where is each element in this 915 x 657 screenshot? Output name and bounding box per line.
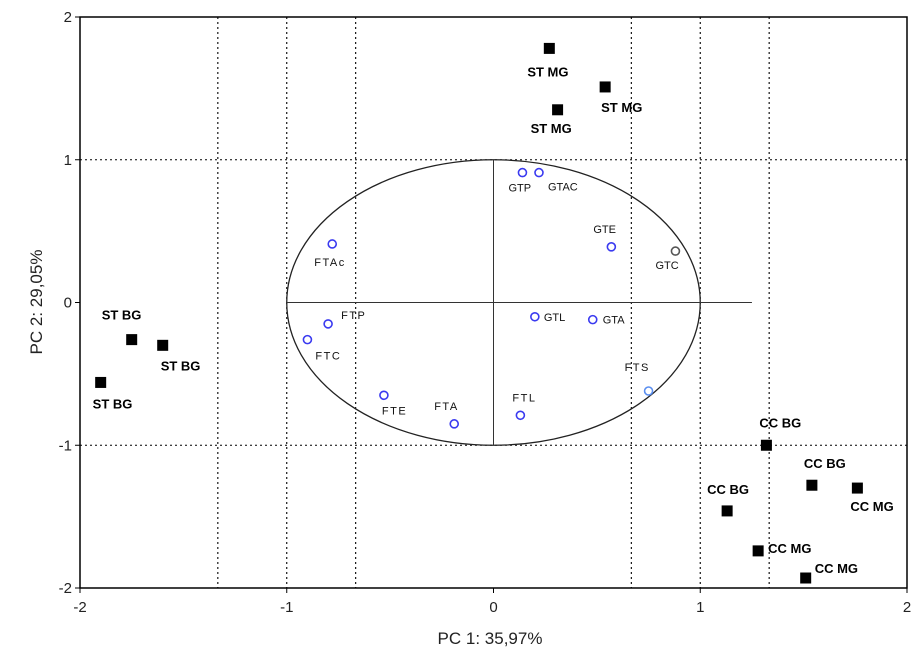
- loading-point-marker: [327, 239, 338, 249]
- score-point-marker: [95, 376, 107, 388]
- score-point-marker: [806, 479, 818, 491]
- y-tick-label: 2: [64, 9, 72, 26]
- x-tick-label: -1: [280, 599, 293, 616]
- y-tick-label: 0: [64, 295, 72, 312]
- score-point-marker: [599, 81, 611, 93]
- loading-point-marker: [643, 386, 654, 396]
- score-point-marker: [800, 572, 812, 584]
- loading-point-label: FTL: [512, 392, 536, 404]
- loading-point-label: GTE: [593, 224, 616, 236]
- x-tick-label: 2: [903, 599, 911, 616]
- loading-point-label: FTAc: [314, 257, 345, 269]
- loading-point-label: GTL: [544, 312, 565, 324]
- loading-point-marker: [302, 334, 313, 345]
- loading-point-label: GTAC: [548, 182, 578, 194]
- loading-point-label: GTC: [655, 260, 678, 272]
- correlation-circle-group: [286, 159, 752, 446]
- loading-point-label: FTS: [625, 362, 650, 374]
- y-tick-label: -2: [59, 580, 72, 597]
- loading-point-marker: [323, 319, 333, 329]
- score-point-label: ST MG: [601, 100, 642, 115]
- score-point-label: ST MG: [531, 121, 572, 136]
- score-point-label: CC MG: [768, 541, 811, 556]
- loading-point-marker: [534, 167, 544, 178]
- x-tick-label: 1: [696, 599, 704, 616]
- score-point-marker: [851, 482, 863, 494]
- score-point-label: CC BG: [759, 415, 801, 430]
- loading-point-marker: [670, 246, 681, 256]
- loading-point-label: GTA: [603, 315, 625, 327]
- loading-point-marker: [587, 314, 598, 325]
- score-point-label: ST BG: [93, 396, 133, 411]
- y-tick-label: 1: [64, 152, 72, 169]
- x-tick-labels: -2 -1 0 1 2: [73, 588, 911, 616]
- loading-point-label: GTP: [508, 183, 531, 195]
- x-tick-label: 0: [489, 599, 497, 616]
- score-point-marker: [543, 42, 555, 54]
- loading-point-marker: [530, 311, 540, 322]
- score-point-label: CC MG: [815, 561, 858, 576]
- score-point-label: ST BG: [102, 308, 142, 323]
- loading-point-marker: [515, 410, 526, 421]
- x-axis-title: PC 1: 35,97%: [438, 629, 543, 648]
- y-tick-label: -1: [59, 437, 72, 454]
- loading-point-label: FTA: [434, 401, 458, 413]
- score-point-marker: [157, 339, 169, 351]
- loading-point-label: FTP: [341, 310, 366, 322]
- loading-point-label: FTC: [315, 351, 341, 363]
- loading-point-label: FTE: [382, 405, 407, 417]
- score-point-marker: [752, 545, 764, 557]
- x-tick-label: -2: [73, 599, 86, 616]
- loading-point-marker: [606, 242, 617, 252]
- loading-point-marker: [449, 419, 460, 429]
- score-point-label: CC BG: [707, 482, 749, 497]
- score-point-marker: [760, 439, 772, 451]
- y-axis-title: PC 2: 29,05%: [27, 250, 46, 355]
- y-tick-labels: -2 -1 0 1 2: [59, 9, 80, 597]
- score-point-marker: [552, 104, 564, 116]
- score-point-marker: [126, 334, 138, 346]
- loading-point-marker: [379, 390, 389, 401]
- score-point-label: ST MG: [527, 64, 568, 79]
- score-point-label: CC BG: [804, 456, 846, 471]
- score-point-marker: [721, 505, 733, 517]
- score-point-label: ST BG: [161, 358, 201, 373]
- loading-point-marker: [517, 167, 528, 178]
- data-marks: ST MG ST MG ST MG ST BG ST BG ST BG CC BG CC BG…: [93, 42, 894, 584]
- score-point-label: CC MG: [850, 499, 893, 514]
